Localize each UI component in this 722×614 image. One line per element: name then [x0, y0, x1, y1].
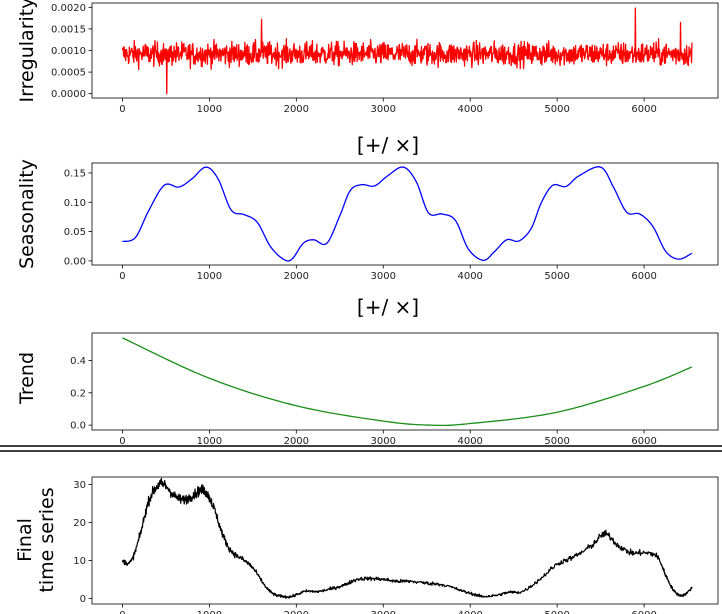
y-tick-label: 0.0: [70, 421, 86, 432]
y-tick-label: 0.05: [64, 227, 86, 238]
y-axis-label-line: Final: [14, 518, 36, 562]
x-tick-label: 6000: [631, 104, 656, 115]
x-tick-label: 1000: [197, 436, 222, 447]
x-tick-label: 2000: [284, 104, 309, 115]
x-tick-label: 1000: [197, 610, 222, 614]
plot-frame: [91, 476, 719, 605]
x-tick-label: 3000: [371, 436, 396, 447]
x-tick-label: 3000: [371, 271, 396, 282]
x-tick-label: 5000: [544, 271, 569, 282]
series-line: [122, 166, 693, 262]
y-tick-label: 0.00: [64, 256, 86, 267]
y-tick-label: 20: [73, 518, 86, 529]
panel-1: 0 1000 2000 3000 4000 5000 6000 0.0000 0.0005 0.0…: [16, 0, 719, 115]
x-tick-label: 6000: [631, 436, 656, 447]
x-tick-label: 6000: [631, 271, 656, 282]
x-tick-label: 5000: [544, 610, 569, 614]
y-tick-label: 30: [73, 480, 86, 491]
operator-label: [+/ ×]: [357, 295, 419, 319]
y-tick-label: 0.0005: [51, 68, 86, 79]
x-tick-label: 0: [119, 271, 125, 282]
x-tick-label: 4000: [457, 610, 482, 614]
x-tick-label: 5000: [544, 436, 569, 447]
y-tick-label: 0.0015: [51, 24, 86, 35]
x-tick-label: 2000: [284, 610, 309, 614]
y-axis-label-line: time series: [36, 487, 58, 592]
y-axis-label: Trend: [16, 352, 38, 405]
y-axis-label: Irregularity: [16, 0, 38, 102]
y-tick-label: 0: [80, 594, 86, 605]
operator-label: [+/ ×]: [357, 133, 419, 157]
y-tick-label: 10: [73, 556, 86, 567]
x-tick-label: 5000: [544, 104, 569, 115]
x-tick-label: 1000: [197, 271, 222, 282]
series-line: [122, 337, 693, 427]
plot-frame: [91, 332, 719, 431]
y-tick-label: 0.2: [70, 388, 86, 399]
y-tick-label: 0.4: [70, 356, 86, 367]
x-tick-label: 4000: [457, 436, 482, 447]
x-tick-label: 2000: [284, 271, 309, 282]
x-tick-label: 3000: [371, 104, 396, 115]
panel-3: 0 1000 2000 3000 4000 5000 6000 0.0 0.2 0.4 Trend: [16, 332, 719, 447]
x-tick-label: 4000: [457, 271, 482, 282]
x-tick-label: 2000: [284, 436, 309, 447]
panel-2: 0 1000 2000 3000 4000 5000 6000 0.00 0.05 0.10 0.1…: [16, 159, 719, 282]
series-line: [121, 477, 693, 599]
x-tick-label: 0: [119, 104, 125, 115]
series-line: [121, 7, 693, 95]
y-tick-label: 0.15: [64, 168, 86, 179]
x-tick-label: 0: [119, 436, 125, 447]
panel-4: 0 1000 2000 3000 4000 5000 6000 0 10 20 30 Finaltim…: [14, 476, 719, 614]
y-tick-label: 0.10: [64, 198, 86, 209]
y-axis-label: Finaltime series: [14, 487, 58, 592]
x-tick-label: 3000: [371, 610, 396, 614]
y-tick-label: 0.0020: [51, 3, 86, 14]
x-tick-label: 4000: [457, 104, 482, 115]
y-axis-label: Seasonality: [16, 159, 38, 269]
x-tick-label: 6000: [631, 610, 656, 614]
y-tick-label: 0.0000: [51, 89, 86, 100]
x-tick-label: 0: [119, 610, 125, 614]
plot-frame: [91, 162, 719, 266]
y-tick-label: 0.0010: [51, 46, 86, 57]
x-tick-label: 1000: [197, 104, 222, 115]
